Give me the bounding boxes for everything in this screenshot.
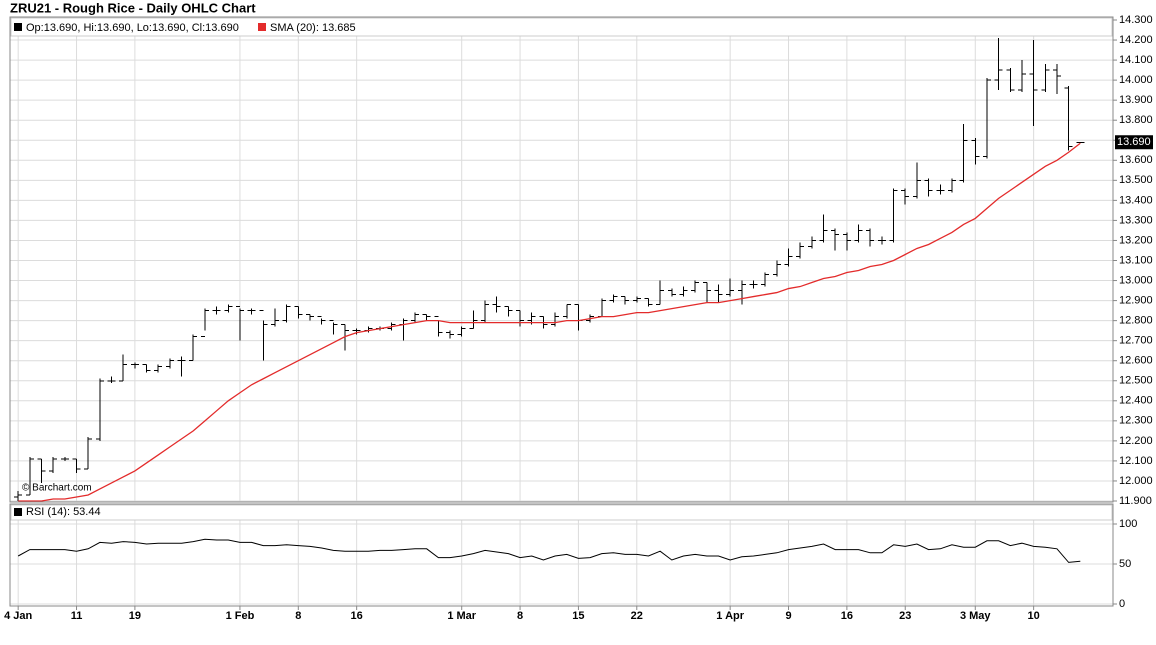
y-tick-label: 12.700 bbox=[1119, 335, 1153, 347]
x-tick-label: 23 bbox=[899, 610, 911, 622]
x-tick-label: 9 bbox=[785, 610, 791, 622]
ohlc-legend-swatch bbox=[14, 23, 22, 31]
watermark: © Barchart.com bbox=[22, 483, 92, 494]
x-tick-label: 1 Feb bbox=[226, 610, 255, 622]
y-tick-label: 12.800 bbox=[1119, 315, 1153, 327]
x-tick-label: 8 bbox=[517, 610, 523, 622]
y-tick-label: 12.100 bbox=[1119, 455, 1153, 467]
y-tick-label: 13.900 bbox=[1119, 94, 1153, 106]
x-tick-label: 22 bbox=[631, 610, 643, 622]
y-tick-label: 13.500 bbox=[1119, 174, 1153, 186]
y-tick-label: 14.100 bbox=[1119, 54, 1153, 66]
sma-legend-swatch bbox=[258, 23, 266, 31]
ohlc-legend: Op:13.690, Hi:13.690, Lo:13.690, Cl:13.6… bbox=[26, 22, 239, 34]
y-tick-label: 12.300 bbox=[1119, 415, 1153, 427]
marks-layer bbox=[14, 38, 1085, 563]
y-tick-label: 14.000 bbox=[1119, 74, 1153, 86]
labels-layer: 11.900 12.000 12.100 12.200 12.300 12.400 12.5… bbox=[4, 14, 1153, 622]
y-tick-label: 12.400 bbox=[1119, 395, 1153, 407]
y-tick-label: 12.000 bbox=[1119, 475, 1153, 487]
y-tick-label: 13.200 bbox=[1119, 234, 1153, 246]
y-tick-label: 13.800 bbox=[1119, 114, 1153, 126]
x-tick-label: 11 bbox=[71, 610, 83, 622]
rsi-frame bbox=[9, 503, 1114, 607]
chart-title: ZRU21 - Rough Rice - Daily OHLC Chart bbox=[10, 0, 256, 15]
y-tick-label: 12.900 bbox=[1119, 294, 1153, 306]
last-price-box bbox=[1115, 135, 1153, 150]
x-tick-label: 4 Jan bbox=[4, 610, 32, 622]
x-tick-label: 3 May bbox=[960, 610, 991, 622]
x-tick-label: 1 Mar bbox=[447, 610, 476, 622]
x-tick-label: 16 bbox=[841, 610, 853, 622]
rsi-legend-band bbox=[10, 504, 1113, 521]
last-price-label: 13.690 bbox=[1117, 136, 1151, 148]
y-tick-label: 14.200 bbox=[1119, 34, 1153, 46]
x-tick-label: 19 bbox=[129, 610, 141, 622]
y-tick-label: 12.500 bbox=[1119, 375, 1153, 387]
y-tick-label: 0 bbox=[1119, 598, 1125, 610]
y-tick-label: 13.100 bbox=[1119, 254, 1153, 266]
rsi-line bbox=[17, 538, 1081, 563]
y-tick-label: 13.400 bbox=[1119, 194, 1153, 206]
x-tick-label: 10 bbox=[1028, 610, 1040, 622]
y-tick-label: 12.200 bbox=[1119, 435, 1153, 447]
y-tick-label: 50 bbox=[1119, 558, 1131, 570]
x-tick-label: 16 bbox=[351, 610, 363, 622]
grid-layer bbox=[10, 17, 1117, 610]
y-tick-label: 13.000 bbox=[1119, 274, 1153, 286]
sma-line bbox=[18, 142, 1081, 502]
x-tick-label: 8 bbox=[295, 610, 301, 622]
y-tick-label: 12.600 bbox=[1119, 355, 1153, 367]
y-tick-label: 100 bbox=[1119, 518, 1137, 530]
rsi-legend: RSI (14): 53.44 bbox=[26, 506, 101, 518]
price-frame bbox=[9, 16, 1114, 503]
sma-legend: SMA (20): 13.685 bbox=[270, 22, 356, 34]
rsi-legend-swatch bbox=[14, 508, 22, 516]
y-tick-label: 13.300 bbox=[1119, 214, 1153, 226]
x-tick-label: 1 Apr bbox=[716, 610, 744, 622]
y-tick-label: 14.300 bbox=[1119, 14, 1153, 26]
y-tick-label: 13.600 bbox=[1119, 154, 1153, 166]
y-tick-label: 11.900 bbox=[1119, 495, 1152, 507]
price-legend-band bbox=[10, 17, 1113, 37]
x-tick-label: 15 bbox=[572, 610, 584, 622]
